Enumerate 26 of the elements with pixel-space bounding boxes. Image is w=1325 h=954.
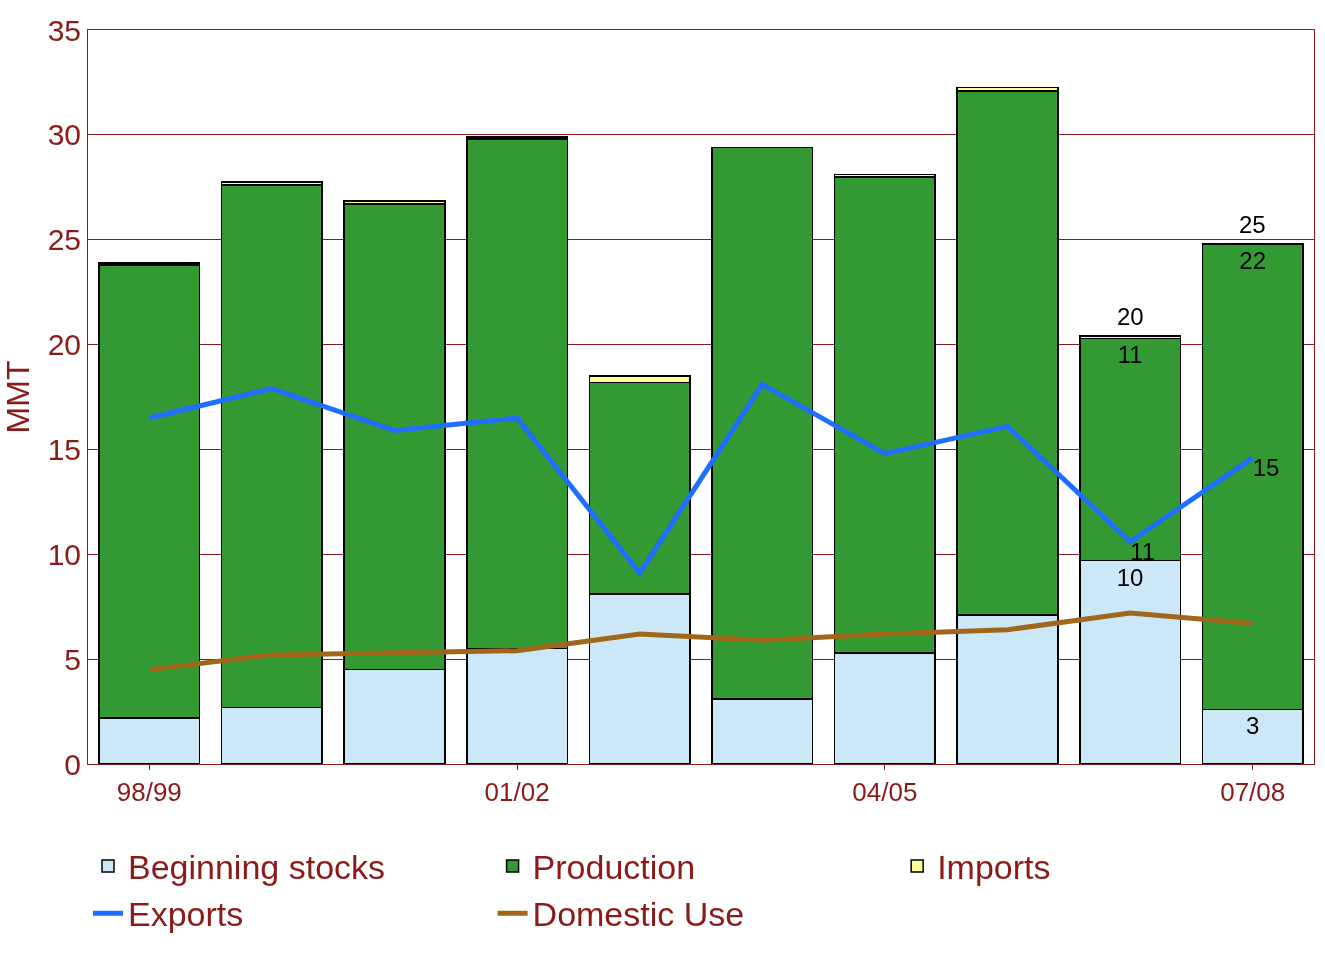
data-label: 3 [1246,712,1260,740]
y-tick-label: 25 [47,223,81,257]
total-label: 20 [1117,303,1144,330]
x-tick-label: 07/08 [1220,777,1286,808]
data-label: 15 [1252,453,1280,481]
y-axis-title: MMT [0,360,36,434]
data-label: 22 [1239,246,1267,274]
x-tick-label: 04/05 [852,777,918,808]
total-label: 25 [1239,211,1266,238]
y-tick-label: 0 [64,747,81,781]
data-label: 11 [1130,537,1156,565]
y-tick-label: 20 [47,328,81,362]
y-tick-label: 15 [47,432,81,466]
legend-label: Production [532,848,696,887]
legend-label: Beginning stocks [128,848,386,887]
data-label: 11 [1117,341,1143,369]
legend-label: Exports [128,895,244,934]
y-tick-label: 5 [64,642,81,676]
y-tick-label: 10 [47,537,81,571]
legend-label: Imports [937,848,1051,887]
data-label: 10 [1116,563,1144,591]
x-tick-label: 98/99 [116,777,182,808]
x-tick-label: 01/02 [484,777,550,808]
y-tick-label: 30 [47,118,81,152]
legend-label: Domestic Use [532,895,745,934]
y-tick-label: 35 [47,13,81,47]
